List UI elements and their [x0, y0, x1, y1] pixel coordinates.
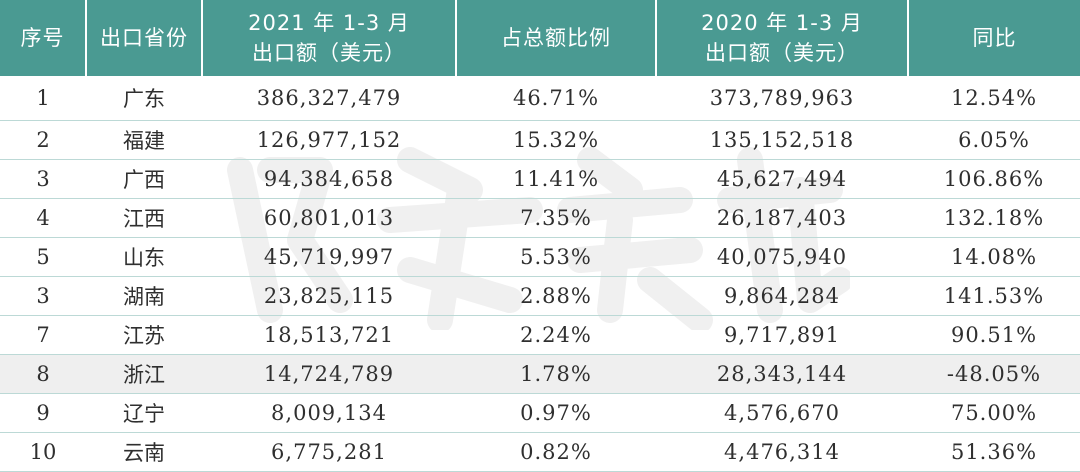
cell-share: 0.82%: [456, 432, 656, 472]
cell-share: 0.97%: [456, 393, 656, 433]
cell-share: 1.78%: [456, 354, 656, 394]
cell-yoy: 90.51%: [908, 315, 1080, 355]
cell-export-2020: 4,476,314: [656, 432, 908, 472]
cell-share: 2.88%: [456, 276, 656, 316]
table-row: 3 广西 94,384,658 11.41% 45,627,494 106.86…: [0, 159, 1080, 199]
cell-export-2020: 4,576,670: [656, 393, 908, 433]
cell-export-2020: 28,343,144: [656, 354, 908, 394]
cell-export-2021: 94,384,658: [202, 159, 456, 199]
cell-export-2021: 23,825,115: [202, 276, 456, 316]
cell-yoy: 132.18%: [908, 198, 1080, 238]
cell-export-2021: 18,513,721: [202, 315, 456, 355]
cell-share: 15.32%: [456, 120, 656, 160]
cell-index: 4: [0, 198, 86, 238]
table-body: 1 广东 386,327,479 46.71% 373,789,963 12.5…: [0, 76, 1080, 472]
cell-export-2021: 14,724,789: [202, 354, 456, 394]
table-row: 2 福建 126,977,152 15.32% 135,152,518 6.05…: [0, 120, 1080, 160]
cell-export-2020: 373,789,963: [656, 76, 908, 121]
cell-share: 2.24%: [456, 315, 656, 355]
table-row: 5 山东 45,719,997 5.53% 40,075,940 14.08%: [0, 237, 1080, 277]
cell-export-2021: 126,977,152: [202, 120, 456, 160]
cell-province: 辽宁: [86, 393, 202, 433]
cell-yoy: 75.00%: [908, 393, 1080, 433]
table-row: 10 云南 6,775,281 0.82% 4,476,314 51.36%: [0, 432, 1080, 472]
cell-index: 2: [0, 120, 86, 160]
table-header: 序号 出口省份 2021 年 1-3 月出口额（美元） 占总额比例 2020 年…: [0, 0, 1080, 76]
header-export-2021: 2021 年 1-3 月出口额（美元）: [202, 0, 457, 76]
table-row: 9 辽宁 8,009,134 0.97% 4,576,670 75.00%: [0, 393, 1080, 433]
cell-yoy: -48.05%: [908, 354, 1080, 394]
cell-export-2021: 60,801,013: [202, 198, 456, 238]
cell-export-2020: 45,627,494: [656, 159, 908, 199]
cell-index: 5: [0, 237, 86, 277]
cell-index: 10: [0, 432, 86, 472]
cell-province: 江苏: [86, 315, 202, 355]
header-yoy: 同比: [908, 0, 1080, 76]
cell-share: 7.35%: [456, 198, 656, 238]
cell-province: 广西: [86, 159, 202, 199]
cell-yoy: 12.54%: [908, 76, 1080, 121]
cell-index: 1: [0, 76, 86, 121]
cell-share: 11.41%: [456, 159, 656, 199]
table-row: 4 江西 60,801,013 7.35% 26,187,403 132.18%: [0, 198, 1080, 238]
table-row: 1 广东 386,327,479 46.71% 373,789,963 12.5…: [0, 76, 1080, 121]
table-row: 3 湖南 23,825,115 2.88% 9,864,284 141.53%: [0, 276, 1080, 316]
cell-province: 福建: [86, 120, 202, 160]
header-row: 序号 出口省份 2021 年 1-3 月出口额（美元） 占总额比例 2020 年…: [0, 0, 1080, 76]
cell-yoy: 106.86%: [908, 159, 1080, 199]
cell-province: 云南: [86, 432, 202, 472]
cell-province: 湖南: [86, 276, 202, 316]
header-index: 序号: [0, 0, 87, 76]
header-export-2020: 2020 年 1-3 月出口额（美元）: [656, 0, 909, 76]
cell-province: 浙江: [86, 354, 202, 394]
cell-export-2020: 40,075,940: [656, 237, 908, 277]
cell-province: 江西: [86, 198, 202, 238]
cell-export-2021: 8,009,134: [202, 393, 456, 433]
cell-index: 3: [0, 276, 86, 316]
cell-province: 广东: [86, 76, 202, 121]
cell-export-2021: 6,775,281: [202, 432, 456, 472]
cell-yoy: 6.05%: [908, 120, 1080, 160]
cell-share: 46.71%: [456, 76, 656, 121]
cell-index: 9: [0, 393, 86, 433]
cell-share: 5.53%: [456, 237, 656, 277]
header-province: 出口省份: [86, 0, 203, 76]
cell-export-2021: 386,327,479: [202, 76, 456, 121]
table-row: 7 江苏 18,513,721 2.24% 9,717,891 90.51%: [0, 315, 1080, 355]
cell-export-2020: 135,152,518: [656, 120, 908, 160]
cell-yoy: 141.53%: [908, 276, 1080, 316]
cell-yoy: 51.36%: [908, 432, 1080, 472]
cell-export-2020: 9,717,891: [656, 315, 908, 355]
cell-yoy: 14.08%: [908, 237, 1080, 277]
header-share: 占总额比例: [456, 0, 657, 76]
cell-index: 8: [0, 354, 86, 394]
cell-province: 山东: [86, 237, 202, 277]
cell-export-2021: 45,719,997: [202, 237, 456, 277]
cell-index: 7: [0, 315, 86, 355]
cell-index: 3: [0, 159, 86, 199]
cell-export-2020: 26,187,403: [656, 198, 908, 238]
table-row-highlighted: 8 浙江 14,724,789 1.78% 28,343,144 -48.05%: [0, 354, 1080, 394]
cell-export-2020: 9,864,284: [656, 276, 908, 316]
